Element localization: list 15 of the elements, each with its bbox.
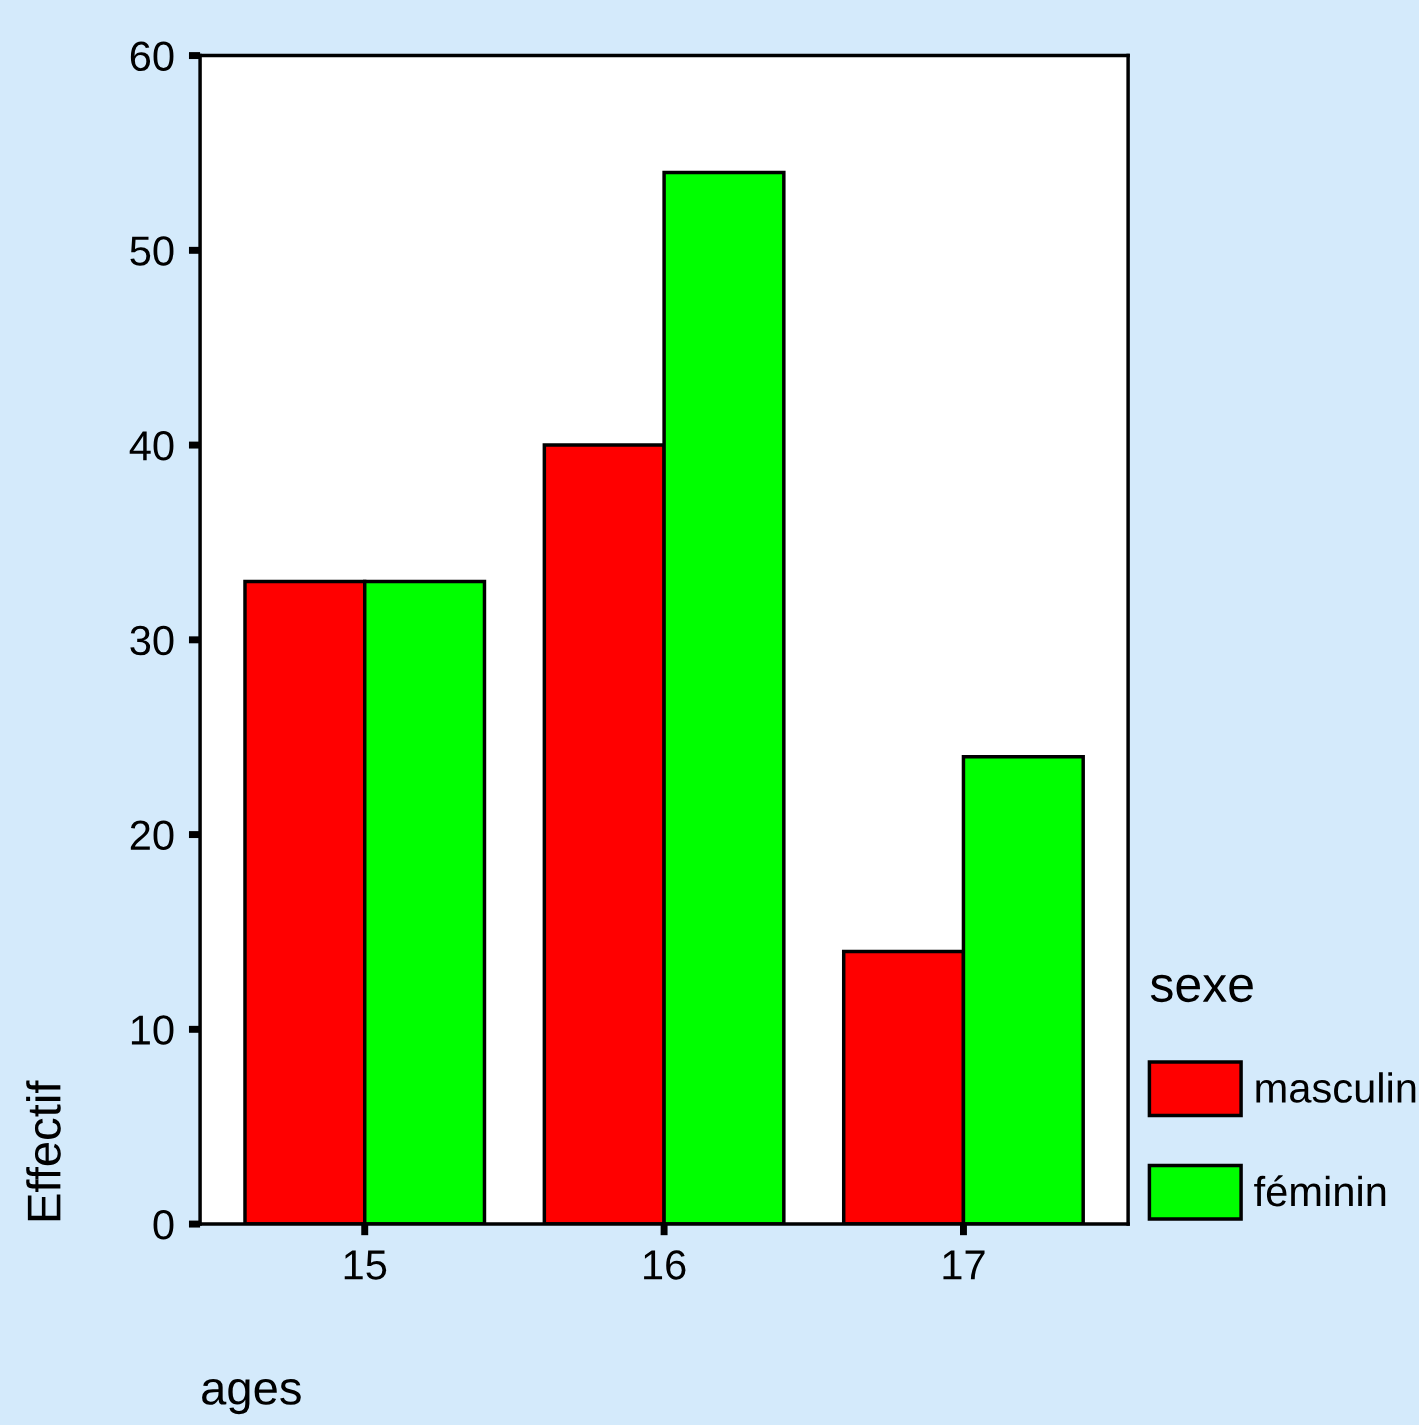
legend-label: féminin	[1254, 1175, 1386, 1207]
y-tick-label: 40	[129, 431, 174, 461]
y-tick-label: 10	[131, 1015, 174, 1045]
x-tick-label: 16	[644, 1250, 686, 1280]
legend-label: masculin	[1256, 1072, 1416, 1103]
x-tick-label: 17	[943, 1250, 985, 1280]
y-tick-label: 0	[153, 1210, 174, 1240]
x-axis-title: ages	[202, 1378, 301, 1415]
y-tick-label: 60	[130, 41, 174, 72]
y-axis-title: Effectif	[26, 1080, 61, 1221]
y-tick-label: 50	[130, 236, 174, 266]
y-tick-label: 20	[130, 820, 174, 851]
x-tick-label: 15	[344, 1250, 387, 1280]
legend-title: sexe	[1150, 974, 1253, 1003]
y-tick-label: 30	[130, 625, 174, 656]
